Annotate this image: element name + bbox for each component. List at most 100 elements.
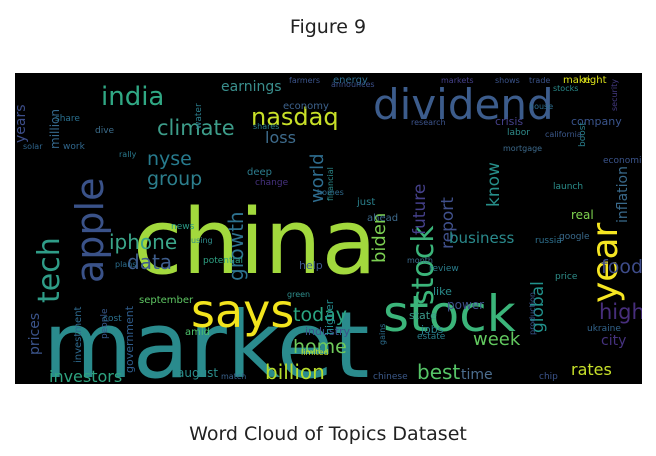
word-markets-106: markets: [441, 76, 474, 85]
word-food-24: food: [601, 256, 642, 278]
word-trade-65: trade: [529, 76, 550, 85]
word-review-75: review: [429, 264, 459, 274]
word-economy-62: economy: [283, 101, 329, 112]
word-power-49: power: [447, 298, 484, 312]
word-jobs-51: jobs: [420, 323, 444, 336]
word-deep-57: deep: [247, 167, 272, 178]
word-limited-68: limited: [301, 348, 329, 357]
word-rally-98: rally: [119, 150, 137, 159]
word-estate-76: estate: [417, 332, 446, 342]
word-market-0: market: [43, 292, 370, 384]
word-amid-54: amid: [185, 327, 210, 338]
word-energy-63: energy: [333, 75, 368, 86]
word-prices-33: prices: [27, 313, 43, 355]
word-work-58: work: [63, 142, 86, 152]
word-cloud: market china stock says dividend apple tech yea…: [15, 73, 642, 384]
word-price-100: price: [555, 272, 578, 282]
word-billion-30: billion: [265, 360, 325, 384]
word-group-14: group: [147, 168, 202, 190]
word-chinese-81: chinese: [373, 372, 408, 382]
word-million-40: million: [48, 109, 62, 149]
word-green-74: green: [287, 290, 310, 299]
word-economic-79: economic: [603, 156, 642, 166]
word-business-22: business: [449, 229, 515, 247]
word-potential-46: potential: [203, 256, 243, 266]
word-house-102: house: [529, 102, 553, 111]
word-india-8: india: [101, 82, 164, 112]
figure-caption: Word Cloud of Topics Dataset: [189, 423, 467, 445]
word-financial-87: financial: [326, 167, 335, 201]
word-match-69: match: [221, 372, 246, 381]
word-state-50: state: [409, 309, 437, 322]
word-ahead-70: ahead: [367, 213, 398, 224]
word-nyse-13: nyse: [147, 148, 192, 170]
word-inflation-21: inflation: [615, 166, 631, 223]
word-announces-93: announces: [331, 80, 375, 89]
word-global-29: global: [528, 281, 548, 333]
word-cost-96: cost: [103, 314, 122, 324]
word-water-86: water: [194, 103, 204, 129]
word-research-64: research: [411, 118, 446, 127]
word-like-52: like: [433, 285, 452, 298]
word-boost-97: boost: [578, 122, 588, 147]
word-years-39: years: [15, 104, 29, 143]
word-climate-11: climate: [157, 116, 235, 140]
word-time-35: time: [461, 367, 493, 383]
word-shows-107: shows: [495, 76, 520, 85]
word-government-43: government: [123, 305, 136, 373]
word-city-36: city: [601, 333, 626, 349]
word-know-20: know: [484, 162, 504, 207]
word-earnings-38: earnings: [221, 79, 282, 95]
word-best-31: best: [417, 360, 460, 384]
word-today-27: today: [293, 304, 347, 326]
word-industry-47: industry: [305, 325, 351, 338]
word-week-26: week: [473, 329, 521, 350]
word-share-82: share: [55, 114, 80, 124]
figure-title: Figure 9: [289, 16, 367, 38]
word-tech-6: tech: [32, 237, 67, 303]
word-make-66: make: [563, 75, 590, 86]
word-future-18: future: [410, 184, 430, 235]
word-ukraine-77: ukraine: [587, 324, 621, 334]
word-crisis-60: crisis: [495, 115, 523, 128]
word-solar-83: solar: [23, 142, 43, 151]
word-august-41: august: [177, 366, 218, 380]
word-year-7: year: [585, 222, 626, 303]
word-high-25: high: [599, 300, 642, 324]
word-farmers-105: farmers: [289, 76, 320, 85]
word-home-28: home: [293, 336, 347, 358]
word-mortgage-80: mortgage: [503, 144, 542, 153]
word-dividend-4: dividend: [373, 80, 554, 129]
word-chip-103: chip: [539, 372, 558, 382]
word-right-67: right: [583, 75, 607, 86]
word-homes-88: homes: [317, 188, 344, 197]
word-security-95: security: [610, 79, 619, 111]
word-production-78: production: [528, 292, 537, 335]
word-dive-59: dive: [95, 126, 115, 136]
word-shares-84: shares: [253, 122, 279, 131]
word-california-94: california: [545, 130, 582, 139]
word-plans-90: plans: [115, 260, 136, 269]
word-cloud-background: [15, 73, 642, 384]
word-biden-17: biden: [369, 213, 390, 263]
word-says-3: says: [191, 284, 294, 338]
word-investment-44: investment: [73, 306, 84, 363]
word-stock-10: stock: [406, 225, 441, 305]
word-change-85: change: [255, 178, 289, 188]
word-people-45: people: [100, 308, 110, 339]
word-labor-92: labor: [507, 128, 530, 138]
word-just-71: just: [356, 197, 375, 208]
word-china-1: china: [133, 190, 377, 295]
word-world-16: world: [307, 153, 328, 203]
word-help-55: help: [299, 259, 323, 272]
word-iphone-12: iphone: [109, 230, 177, 254]
word-nasdaq-9: nasdaq: [251, 103, 339, 131]
word-report-19: report: [438, 197, 458, 249]
word-company-61: company: [571, 115, 622, 128]
word-rates-34: rates: [571, 360, 612, 379]
word-september-42: september: [139, 295, 194, 306]
word-using-89: using: [191, 236, 213, 245]
word-stocks-104: stocks: [553, 84, 578, 93]
word-higher-48: higher: [323, 299, 336, 335]
